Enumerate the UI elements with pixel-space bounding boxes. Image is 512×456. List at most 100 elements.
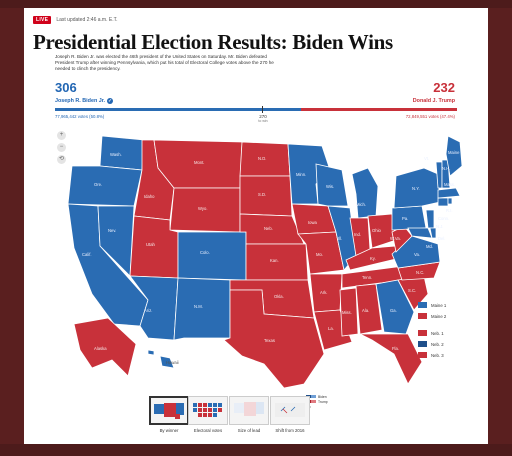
trump-electoral-count: 232 (433, 80, 455, 95)
view-shift-2016[interactable]: Shift from 2016 (270, 396, 310, 433)
state-fla[interactable] (359, 333, 423, 385)
state-ala[interactable] (355, 283, 383, 335)
state-mo[interactable] (297, 231, 345, 275)
electoral-votes-label: Electoral votes (193, 428, 223, 433)
live-badge: LIVE (33, 16, 52, 24)
legend-label: Neb. 2 (431, 341, 444, 347)
label-ark: Ark. (320, 290, 327, 295)
state-del[interactable] (429, 227, 437, 239)
biden-popular-votes: 77,965,442 votes (50.8%) (55, 114, 105, 119)
view-electoral-votes[interactable]: Electoral votes (188, 396, 228, 433)
label-ore: Ore. (94, 182, 102, 187)
legend-label: Neb. 3 (431, 352, 444, 358)
legend-label: Maine 2 (431, 313, 447, 319)
legend-neb3: Neb. 3 (418, 352, 444, 358)
live-status: LIVE Last updated 2:46 a.m. E.T. (33, 14, 117, 26)
by-winner-label: By winner (159, 428, 179, 433)
label-conn: Conn. (438, 216, 449, 221)
label-mo: Mo. (316, 252, 323, 257)
label-nm: N.M. (194, 304, 203, 309)
state-mich[interactable] (351, 167, 379, 219)
label-ala: Ala. (362, 308, 369, 313)
legend-swatch (418, 341, 427, 347)
by-winner-thumbnail[interactable] (149, 396, 189, 425)
shift-2016-thumbnail[interactable] (270, 396, 310, 425)
threshold-label: 270 (259, 114, 267, 119)
label-texas: Texas (264, 338, 275, 343)
reset-map-button[interactable]: ⟲ (57, 155, 66, 164)
state-ga[interactable] (375, 279, 415, 335)
state-colo[interactable] (177, 231, 247, 281)
state-mass[interactable] (437, 187, 461, 199)
cartogram-icon (193, 403, 222, 417)
legend-label: Maine 1 (431, 302, 447, 308)
size-of-lead-thumbnail[interactable] (229, 396, 269, 425)
zoom-in-button[interactable]: + (57, 131, 66, 140)
label-wyo: Wyo. (198, 206, 208, 211)
label-ny: N.Y. (412, 186, 420, 191)
label-nj: N.J. (436, 224, 443, 229)
label-ga: Ga. (390, 308, 397, 313)
label-mass: Mass. (444, 182, 455, 187)
state-ri[interactable] (447, 197, 453, 205)
biden-vote-bar (55, 108, 301, 111)
label-sd: S.D. (258, 192, 266, 197)
last-updated: Last updated 2:46 a.m. E.T. (56, 17, 118, 23)
label-ri: R.I. (446, 208, 453, 213)
label-minn: Minn. (296, 172, 306, 177)
us-election-map[interactable]: Wash. Ore. Calif. Nev. Idaho Mont. Wyo. … (52, 128, 462, 388)
state-nj[interactable] (425, 209, 435, 229)
electoral-votes-thumbnail[interactable] (188, 396, 228, 425)
state-conn[interactable] (437, 197, 449, 207)
state-miss[interactable] (339, 287, 359, 337)
legend-swatch (418, 302, 427, 308)
state-hawaii[interactable] (159, 355, 175, 369)
state-ore[interactable] (67, 165, 143, 207)
view-size-of-lead[interactable]: Size of lead (229, 396, 269, 433)
label-ind: Ind. (354, 232, 361, 237)
key-trump-label: Trump (318, 400, 328, 404)
size-of-lead-label: Size of lead (237, 428, 261, 433)
legend-neb2: Neb. 2 (418, 341, 444, 347)
page-title: Presidential Election Results: Biden Win… (33, 30, 393, 54)
zoom-out-button[interactable]: − (57, 143, 66, 152)
view-by-winner[interactable]: By winner (149, 396, 189, 433)
threshold-sublabel: to win (258, 119, 268, 123)
legend-maine1: Maine 1 (418, 302, 446, 308)
state-hawaii-islet[interactable] (147, 349, 155, 356)
state-alaska[interactable] (73, 317, 137, 377)
trump-popular-votes: 72,849,551 votes (47.4%) (405, 114, 455, 119)
biden-name: Joseph R. Biden Jr. ✓ (55, 98, 114, 104)
biden-electoral-count: 306 (55, 80, 77, 95)
state-maine[interactable] (445, 135, 462, 177)
state-wash[interactable] (99, 135, 145, 171)
label-nev: Nev. (108, 228, 116, 233)
state-minn[interactable] (287, 143, 331, 205)
state-wis[interactable] (315, 163, 349, 207)
label-sc: S.C. (408, 288, 416, 293)
biden-name-label: Joseph R. Biden Jr. (55, 98, 106, 104)
trump-name: Donald J. Trump (412, 98, 455, 104)
label-ohio: Ohio (372, 228, 382, 233)
label-del: Del. (438, 236, 445, 241)
label-wash: Wash. (110, 152, 122, 157)
legend-swatch (418, 352, 427, 358)
winner-check-icon: ✓ (107, 98, 114, 104)
label-pa: Pa. (402, 216, 408, 221)
key-biden-label: Biden (318, 395, 327, 399)
key-trump-light-swatch (311, 400, 316, 403)
label-idaho: Idaho (144, 194, 155, 199)
label-wva: W.Va. (390, 236, 401, 241)
mini-map-icon (154, 403, 184, 419)
state-nm[interactable] (173, 277, 231, 341)
label-tenn: Tenn. (362, 275, 372, 280)
state-pa[interactable] (391, 205, 427, 231)
threshold-marker (262, 106, 263, 113)
state-texas[interactable] (223, 289, 325, 388)
label-wis: Wis. (326, 184, 334, 189)
label-miss: Miss. (342, 310, 352, 315)
shift-map-icon (275, 403, 305, 417)
label-md: Md. (426, 244, 433, 249)
color-key: Biden Trump Flip (306, 395, 328, 409)
label-nd: N.D. (258, 156, 266, 161)
